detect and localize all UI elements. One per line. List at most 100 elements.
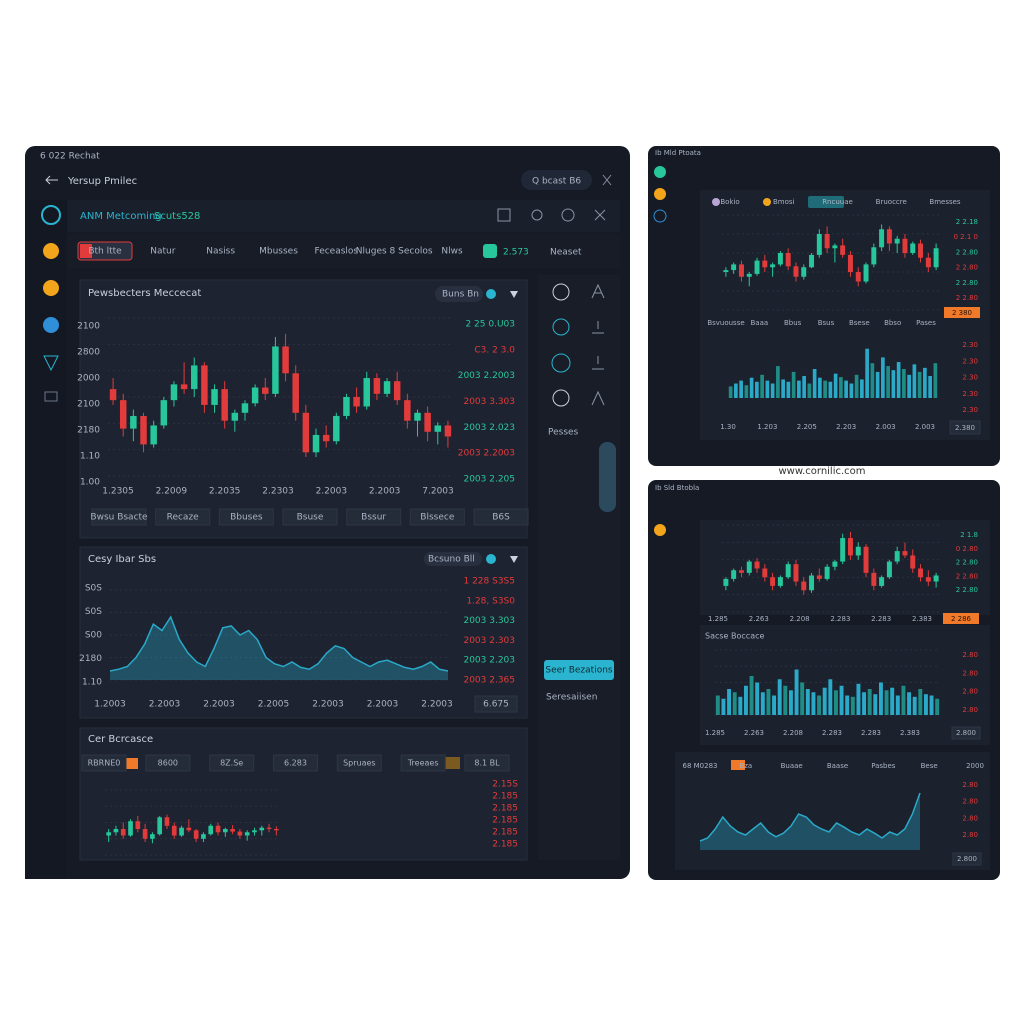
- x-label: 2.263: [749, 615, 769, 623]
- button[interactable]: [155, 508, 211, 526]
- coin-icon[interactable]: [43, 280, 59, 296]
- volume-bar: [739, 380, 743, 398]
- side-icon[interactable]: [552, 389, 570, 407]
- candle-body: [164, 817, 170, 826]
- button[interactable]: [474, 695, 518, 713]
- nav-icon[interactable]: [653, 209, 667, 223]
- button[interactable]: [282, 508, 338, 526]
- button[interactable]: [218, 508, 274, 526]
- order-tab[interactable]: Treeaes: [407, 759, 439, 768]
- nav-icon[interactable]: [43, 355, 59, 372]
- pill[interactable]: [424, 552, 482, 566]
- order-value: 2.185: [492, 840, 518, 850]
- button[interactable]: [409, 508, 465, 526]
- side-icon[interactable]: [591, 390, 605, 406]
- order-value: 2.185: [492, 828, 518, 838]
- side-icon[interactable]: [592, 321, 604, 334]
- tool-icon[interactable]: [531, 209, 543, 221]
- button[interactable]: [273, 754, 318, 772]
- pill-text[interactable]: Buns Bn: [442, 290, 479, 300]
- candle-body: [840, 245, 846, 255]
- button-text[interactable]: 2.380: [955, 424, 975, 432]
- candle-body: [723, 270, 729, 272]
- button[interactable]: [473, 508, 529, 526]
- search-text[interactable]: Q bcast B6: [532, 177, 581, 187]
- x-label: 2.283: [830, 615, 850, 623]
- card-button[interactable]: Blssece: [420, 513, 455, 523]
- card-button[interactable]: Bwsu Bsacte: [90, 513, 148, 523]
- dropdown[interactable]: [510, 556, 518, 563]
- side-value: 2.80: [962, 814, 978, 822]
- area-line: [699, 792, 921, 842]
- button[interactable]: [400, 754, 446, 772]
- tab-active[interactable]: [808, 196, 844, 208]
- volume-bar: [797, 380, 801, 398]
- back-arrow[interactable]: [45, 175, 58, 185]
- candle-body: [208, 825, 214, 835]
- tool-icon[interactable]: [497, 208, 511, 222]
- candle-body: [404, 400, 411, 421]
- candle-body: [785, 253, 791, 267]
- pill[interactable]: [435, 286, 483, 302]
- button[interactable]: [209, 754, 255, 772]
- volume-bar: [727, 689, 732, 715]
- primary-button[interactable]: [544, 660, 614, 680]
- side-value: 2 2.80: [956, 264, 978, 272]
- card-title: Cer Bcrcasce: [88, 734, 153, 745]
- side-icon[interactable]: [592, 356, 604, 370]
- order-tab[interactable]: 8.1 BL: [474, 759, 500, 768]
- candle-body: [252, 830, 257, 833]
- tab-last[interactable]: Neaset: [550, 248, 582, 258]
- card-button[interactable]: B6S: [492, 513, 510, 523]
- side-value: 2.80: [962, 781, 978, 789]
- tab: Buaae: [781, 762, 803, 770]
- order-tab[interactable]: 8600: [158, 759, 178, 768]
- button[interactable]: [91, 508, 147, 526]
- button[interactable]: [81, 754, 127, 772]
- search-box[interactable]: [521, 170, 592, 190]
- button[interactable]: [464, 754, 510, 772]
- close-icon[interactable]: [602, 174, 612, 186]
- button-text[interactable]: 2.800: [956, 729, 976, 737]
- toolbar: [67, 200, 620, 232]
- side-icon[interactable]: [551, 353, 571, 373]
- tab: Pases: [916, 319, 936, 327]
- side-icon[interactable]: [552, 283, 570, 301]
- pill-text[interactable]: Bcsuno Bll: [428, 555, 475, 565]
- candle-body: [373, 378, 381, 394]
- side-value: 2 2.80: [956, 586, 978, 594]
- dropdown[interactable]: [510, 291, 518, 298]
- button-text[interactable]: 6.675: [483, 700, 509, 710]
- candle-body: [106, 832, 111, 836]
- tab: Feceaslos: [315, 247, 359, 257]
- card-button[interactable]: Recaze: [167, 513, 200, 523]
- x-label: 2.283: [861, 729, 881, 737]
- coin-icon[interactable]: [43, 243, 59, 259]
- scrollbar[interactable]: [599, 442, 616, 512]
- order-tab[interactable]: Spruaes: [343, 759, 376, 768]
- button-text[interactable]: 2.800: [957, 855, 977, 863]
- card-button[interactable]: Bbuses: [230, 513, 263, 523]
- order-tab[interactable]: RBRNE0: [88, 759, 121, 768]
- coin-icon[interactable]: [654, 188, 666, 200]
- tool-icon[interactable]: [594, 209, 606, 221]
- card-button[interactable]: Bsuse: [297, 513, 324, 523]
- y-label: S0S: [85, 584, 102, 594]
- button[interactable]: [949, 420, 981, 435]
- button[interactable]: [951, 726, 981, 740]
- side-icon[interactable]: [591, 283, 605, 299]
- side-icon[interactable]: [552, 318, 570, 336]
- button[interactable]: [952, 852, 982, 866]
- button[interactable]: [346, 508, 402, 526]
- tool-icon[interactable]: [561, 208, 575, 222]
- nav-icon[interactable]: [44, 391, 58, 402]
- order-tab[interactable]: 8Z.Se: [220, 759, 243, 768]
- coin-icon[interactable]: [654, 524, 666, 536]
- pill: Bruoccre: [876, 198, 907, 206]
- button[interactable]: [336, 754, 382, 772]
- globe-icon[interactable]: [43, 317, 59, 333]
- order-tab[interactable]: 6.283: [284, 759, 307, 768]
- button[interactable]: [145, 754, 191, 772]
- card-button[interactable]: Bssur: [361, 513, 386, 523]
- button-text[interactable]: Seer Bezations: [545, 666, 613, 676]
